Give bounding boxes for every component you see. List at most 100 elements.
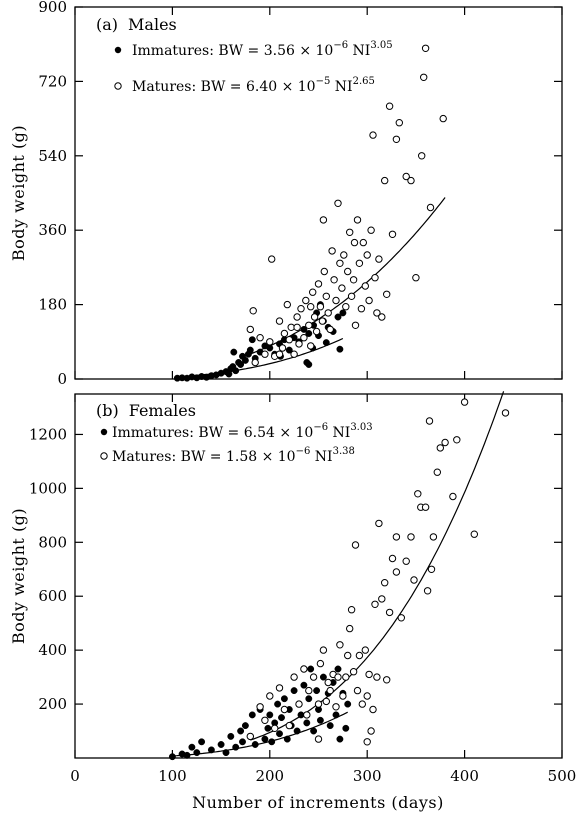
panel-a-point-matures <box>266 338 274 346</box>
panel-a-point-matures <box>371 274 379 282</box>
panel-a-point-matures <box>439 114 447 123</box>
panel-b-point-matures <box>383 676 391 684</box>
panel-b-point-immatures <box>334 665 342 673</box>
panel-a-y-axis: 0 180 360 540 720 900 <box>38 0 562 388</box>
panel-b-point-matures <box>385 608 394 617</box>
panel-b-point-matures <box>339 692 347 700</box>
panel-a-point-matures <box>395 119 403 127</box>
panel-b-point-matures <box>365 670 373 679</box>
x-tick-label: 200 <box>255 767 284 785</box>
panel-b-point-matures <box>423 587 432 595</box>
panel-b-point-matures <box>309 673 318 681</box>
panel-b-y-tick-label: 200 <box>38 695 67 713</box>
panel-b-point-matures <box>280 705 289 714</box>
panel-a-point-matures <box>256 334 264 342</box>
panel-b-point-matures <box>402 557 410 565</box>
panel-b-y-tick-label: 1000 <box>29 479 67 497</box>
panel-b-point-matures <box>290 673 298 681</box>
panel-b-point-matures <box>314 735 323 743</box>
panel-a-point-immatures <box>237 361 245 368</box>
panel-a-y-label: Body weight (g) <box>9 125 28 261</box>
panel-b-point-immatures <box>300 681 308 689</box>
panel-b-point-matures <box>303 711 311 719</box>
panel-a-point-matures <box>328 247 336 255</box>
panel-a-point-immatures <box>336 345 344 353</box>
panel-b-point-matures <box>336 641 344 649</box>
panel-a-point-matures <box>261 350 269 358</box>
panel-b-x-axis: 0 100 200 300 400 500 <box>70 394 576 785</box>
panel-a-point-immatures <box>322 339 330 347</box>
panel-a-point-immatures <box>339 309 347 317</box>
panel-b-point-matures <box>271 724 279 732</box>
panel-b-title: (b) Females <box>96 401 196 420</box>
panel-b-point-matures <box>425 417 434 425</box>
panel-a-point-matures <box>355 259 364 267</box>
panel-a-point-matures <box>326 325 334 334</box>
panel-b-point-immatures <box>222 749 230 757</box>
panel-a-point-matures <box>357 305 366 313</box>
panel-b-fit-matures <box>250 391 505 741</box>
panel-b-point-matures <box>436 444 444 452</box>
panel-a-point-matures <box>349 276 358 284</box>
panel-a-point-immatures <box>232 367 240 375</box>
panel-b-point-matures <box>346 624 354 633</box>
panel-a-y-tick-label: 720 <box>38 72 67 90</box>
panel-a-point-immatures <box>334 313 342 321</box>
panel-a-point-matures <box>350 238 359 247</box>
panel-a-fit-immatures <box>177 337 344 378</box>
panel-a-point-matures <box>297 305 305 313</box>
panel-b-point-matures <box>375 519 383 528</box>
panel-b-point-matures <box>319 646 328 654</box>
panel-b-point-immatures <box>251 741 259 748</box>
panel-a-point-immatures <box>266 344 274 352</box>
panel-b-point-immatures <box>336 735 344 743</box>
panel-a-point-matures <box>383 290 391 298</box>
panel-b-point-immatures <box>332 711 340 719</box>
panel-b-point-immatures <box>290 687 298 695</box>
panel-b-frame <box>74 393 563 759</box>
panel-b-point-matures <box>367 727 375 735</box>
panel-b-point-matures <box>392 568 401 576</box>
panel-a-point-matures <box>324 309 332 317</box>
panel-a-point-matures <box>316 303 325 311</box>
panel-a-point-matures <box>293 323 301 331</box>
x-axis-label: Number of increments (days) <box>192 793 444 812</box>
panel-a-y-tick-label: 360 <box>38 221 67 239</box>
x-tick-label: 300 <box>353 767 382 785</box>
panel-b-point-immatures <box>248 711 256 719</box>
panel-a-point-matures <box>421 44 430 52</box>
panel-b-point-matures <box>363 738 371 746</box>
panel-b-point-matures <box>261 716 269 724</box>
panel-b-point-matures <box>501 409 510 417</box>
panel-b-point-matures <box>441 438 449 447</box>
panel-b-point-matures <box>407 533 415 541</box>
panel-b-point-immatures <box>227 732 235 740</box>
panel-b-point-matures <box>388 554 397 563</box>
panel-a-point-matures <box>334 199 342 208</box>
panel-a-point-matures <box>246 325 255 334</box>
panel-b-point-immatures <box>293 727 301 735</box>
panel-a-point-matures <box>353 216 362 224</box>
panel-a-males: 0 180 360 540 720 900 (a) Males Immatures: BW … <box>9 0 563 388</box>
panel-b-y-tick-label: 1200 <box>29 425 67 443</box>
panel-a-point-matures <box>322 292 330 300</box>
panel-b-point-immatures <box>316 716 324 724</box>
panel-b-fit-curves <box>172 391 505 757</box>
panel-b-point-matures <box>266 692 274 700</box>
panel-b-point-matures <box>316 659 325 668</box>
panel-b-point-matures <box>392 533 401 541</box>
panel-a-point-matures <box>330 276 338 284</box>
panel-b-point-immatures <box>326 722 334 730</box>
panel-a-point-matures <box>278 344 287 352</box>
panel-a-point-matures <box>249 307 257 315</box>
panel-a-y-tick-label: 0 <box>57 370 67 388</box>
panel-a-point-matures <box>309 288 317 296</box>
panel-b-point-immatures <box>239 738 246 746</box>
panel-a-point-matures <box>361 282 369 290</box>
panel-b-point-matures <box>326 686 334 695</box>
panel-a-point-matures <box>402 172 410 181</box>
panel-b-point-immatures <box>188 743 196 751</box>
panel-a-point-matures <box>365 296 373 305</box>
panel-b-point-matures <box>460 398 469 406</box>
